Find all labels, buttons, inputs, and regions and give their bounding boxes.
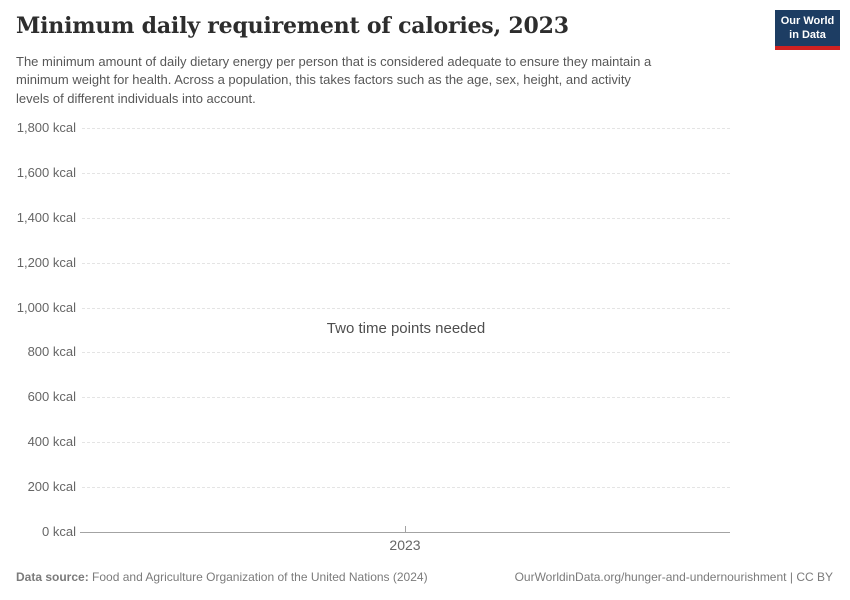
owid-logo-line2: in Data [789,28,826,41]
y-axis-tick-label: 1,200 kcal [16,255,76,270]
y-axis-tick-label: 1,800 kcal [16,120,76,135]
x-axis-line [80,532,730,533]
x-axis-tick-label: 2023 [389,537,421,553]
gridline [82,263,730,264]
empty-chart-message: Two time points needed [326,320,486,337]
y-axis-tick-label: 600 kcal [27,389,76,404]
y-axis-tick-label: 1,400 kcal [16,210,76,225]
data-source-note: Data source: Food and Agriculture Organi… [16,570,428,584]
page-title: Minimum daily requirement of calories, 2… [16,13,569,39]
chart-subtitle-line: minimum weight for health. Across a popu… [16,72,631,88]
chart-subtitle: The minimum amount of daily dietary ener… [16,53,651,108]
y-axis-tick-label: 0 kcal [42,524,76,539]
gridline [82,308,730,309]
license-link[interactable]: CC BY [796,570,833,584]
gridline [82,442,730,443]
gridline [82,128,730,129]
footer-separator: | [789,570,793,584]
owid-url-link[interactable]: OurWorldinData.org/hunger-and-undernouri… [514,570,787,584]
data-source-label: Data source: [16,570,89,584]
x-axis-tick-mark [405,526,406,532]
gridline [82,352,730,353]
gridline [82,487,730,488]
y-axis-tick-label: 1,000 kcal [16,300,76,315]
footer-links: OurWorldinData.org/hunger-and-undernouri… [515,570,833,584]
chart-subtitle-line: The minimum amount of daily dietary ener… [16,54,652,69]
data-source-value: Food and Agriculture Organization of the… [92,570,428,584]
y-axis-tick-label: 200 kcal [27,479,76,494]
gridline [82,173,730,174]
y-axis-tick-label: 800 kcal [27,344,76,359]
chart-subtitle-line: levels of different individuals into acc… [16,90,256,106]
owid-logo[interactable]: Our World in Data [775,10,840,50]
gridline [82,218,730,219]
y-axis-tick-label: 400 kcal [27,434,76,449]
y-axis-tick-label: 1,600 kcal [16,165,76,180]
gridline [82,397,730,398]
owid-logo-line1: Our World [780,15,835,27]
